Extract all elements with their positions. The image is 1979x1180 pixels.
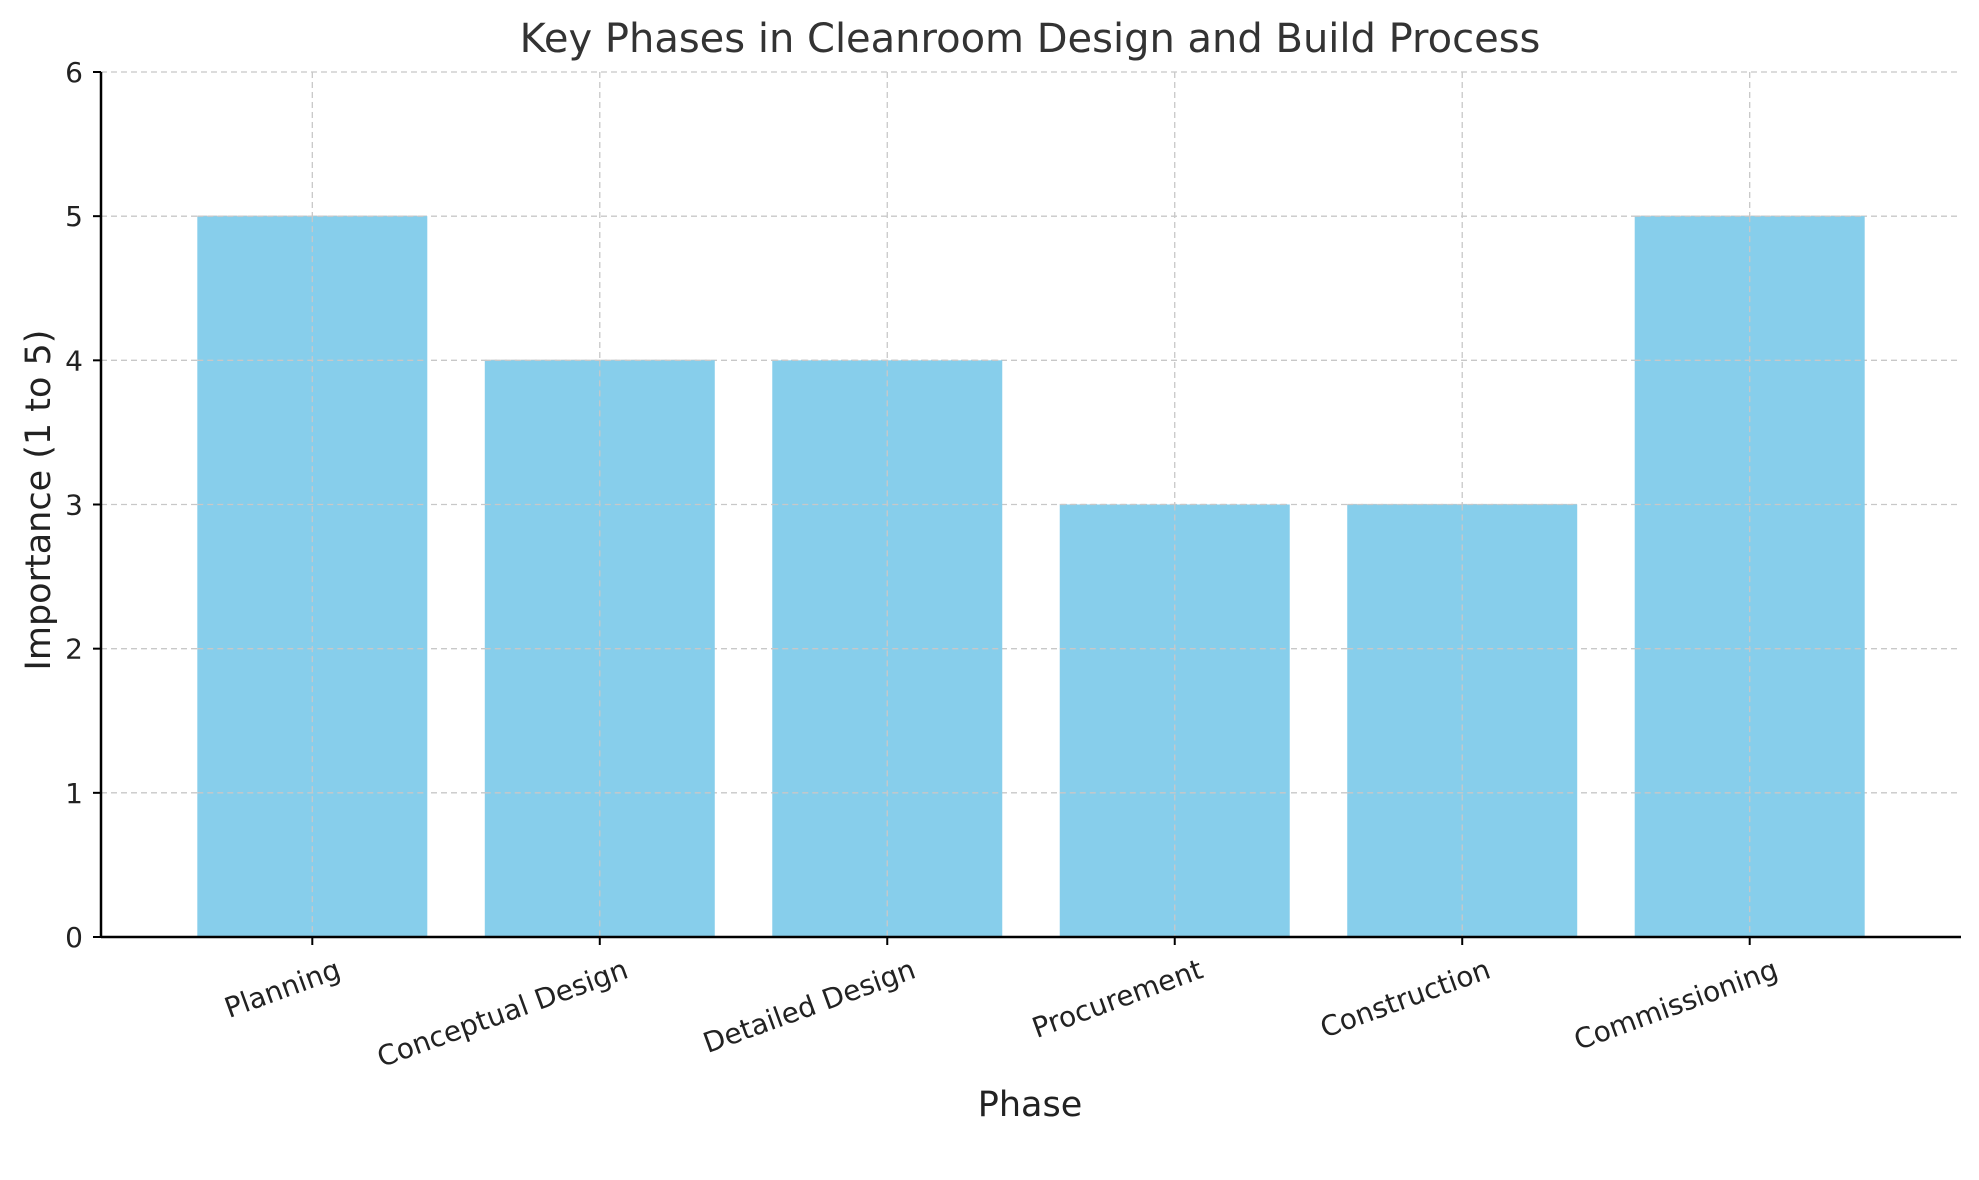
y-axis-label: Importance (1 to 5) — [19, 330, 59, 671]
x-axis-ticks: Planning Conceptual Design Detailed Design… — [220, 937, 1782, 1074]
y-tick-label: 0 — [65, 921, 83, 954]
chart-title: Key Phases in Cleanroom Design and Build… — [520, 16, 1541, 62]
y-tick-label: 4 — [65, 344, 83, 377]
x-tick-label: Construction — [1316, 953, 1495, 1045]
x-axis-label: Phase — [978, 1085, 1083, 1125]
x-tick-label: Planning — [220, 953, 345, 1025]
x-tick-label: Procurement — [1028, 953, 1207, 1045]
y-tick-label: 3 — [65, 489, 83, 522]
y-tick-label: 5 — [65, 200, 83, 233]
bars — [197, 215, 1865, 937]
x-tick-label: Conceptual Design — [373, 953, 632, 1074]
y-axis-ticks: 0 1 2 3 4 5 6 — [65, 56, 101, 954]
y-tick-label: 6 — [65, 56, 83, 89]
x-tick-label: Detailed Design — [699, 953, 920, 1060]
y-tick-label: 1 — [65, 777, 83, 810]
x-tick-label: Commissioning — [1570, 953, 1783, 1057]
y-tick-label: 2 — [65, 633, 83, 666]
